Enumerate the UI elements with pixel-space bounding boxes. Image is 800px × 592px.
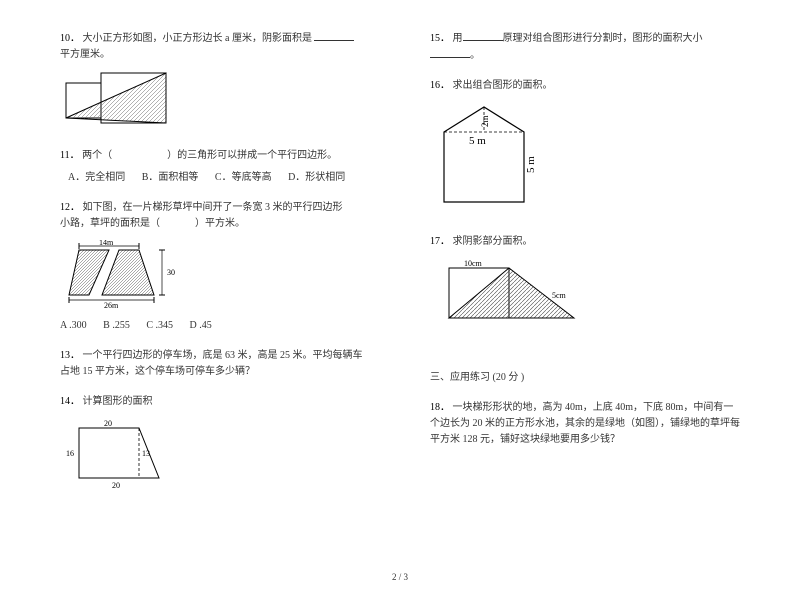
q14-label-right: 13: [142, 449, 150, 458]
q17-label-top: 10cm: [464, 259, 483, 268]
q16-label-right: 5 m: [525, 156, 537, 173]
q11-optB: B．面积相等: [142, 172, 199, 183]
q10-figure: [64, 71, 370, 126]
q12-text-d: ）平方米。: [195, 218, 245, 229]
q17-label-right: 5cm: [552, 291, 567, 300]
q17-num: 17．: [430, 236, 450, 247]
q11-text-a: 两个（: [82, 150, 112, 161]
question-10: 10． 大小正方形如图，小正方形边长 a 厘米，阴影面积是 平方厘米。: [60, 30, 370, 134]
q11-options: A．完全相同 B．面积相等 C．等底等高 D．形状相同: [68, 170, 370, 186]
q14-label-bottom: 20: [112, 481, 120, 490]
q12-label-top: 14m: [99, 240, 114, 247]
q10-blank: [314, 30, 354, 41]
q12-text-a: 如下图，在一片梯形草坪中间开了一条宽: [83, 202, 263, 213]
q13-num: 13．: [60, 350, 80, 361]
q10-num: 10．: [60, 33, 80, 44]
question-11: 11． 两个（ ）的三角形可以拼成一个平行四边形。 A．完全相同 B．面积相等 …: [60, 148, 370, 186]
q12-figure: 14m 26m 30: [64, 240, 370, 310]
q10-text-a: 大小正方形如图，小正方形边长: [83, 33, 223, 44]
q12-label-right: 30: [167, 268, 175, 277]
q14-svg: 20 16 13 20: [64, 418, 174, 493]
q18-num: 18．: [430, 402, 450, 413]
q14-label-left: 16: [66, 449, 74, 458]
section-3: 三、应用练习 (20 分 ): [430, 370, 740, 386]
q11-optC: C．等底等高: [215, 172, 272, 183]
q14-num: 14．: [60, 396, 80, 407]
q15-text-c: 。: [470, 50, 480, 61]
q10-text-c: 平方厘米。: [60, 49, 110, 60]
q12-optB: B .255: [103, 320, 130, 331]
q12-optC: C .345: [146, 320, 173, 331]
section-score: (20 分 ): [493, 372, 525, 383]
right-column: 15． 用 原理对组合图形进行分割时，图形的面积大小 。 16． 求出组合图形的面…: [430, 30, 740, 515]
question-15: 15． 用 原理对组合图形进行分割时，图形的面积大小 。: [430, 30, 740, 64]
q15-text-a: 用: [453, 33, 463, 44]
q12-text-c: 小路，草坪的面积是（: [60, 218, 160, 229]
q14-figure: 20 16 13 20: [64, 418, 370, 493]
page-container: 10． 大小正方形如图，小正方形边长 a 厘米，阴影面积是 平方厘米。: [0, 0, 800, 535]
q12-optD: D .45: [190, 320, 212, 331]
q16-label-top: 2m: [480, 115, 490, 127]
q12-optA: A .300: [60, 320, 87, 331]
q17-figure: 10cm 5cm: [434, 258, 740, 338]
question-13: 13． 一个平行四边形的停车场，底是 63 米，高是 25 米。平均每辆车占地 …: [60, 348, 370, 380]
q18-text: 一块梯形形状的地，高为 40m，上底 40m，下底 80m，中间有一个边长为 2…: [430, 402, 740, 445]
question-18: 18． 一块梯形形状的地，高为 40m，上底 40m，下底 80m，中间有一个边…: [430, 400, 740, 448]
q11-optA: A．完全相同: [68, 172, 125, 183]
q16-num: 16．: [430, 80, 450, 91]
q14-label-top: 20: [104, 419, 112, 428]
q16-text: 求出组合图形的面积。: [453, 80, 553, 91]
q16-svg: 2m 5 m 5 m: [434, 102, 544, 212]
q16-figure: 2m 5 m 5 m: [434, 102, 740, 212]
q15-blank1: [463, 30, 503, 41]
q15-text-b: 原理对组合图形进行分割时，图形的面积大小: [503, 33, 703, 44]
q10-svg: [64, 71, 174, 126]
section-title: 三、应用练习: [430, 372, 490, 383]
q12-label-bottom: 26m: [104, 301, 119, 310]
q11-optD: D．形状相同: [288, 172, 345, 183]
q12-num: 12．: [60, 202, 80, 213]
left-column: 10． 大小正方形如图，小正方形边长 a 厘米，阴影面积是 平方厘米。: [60, 30, 370, 515]
q12-text-b: 3 米的平行四边形: [265, 202, 343, 213]
question-16: 16． 求出组合图形的面积。 2m 5 m 5 m: [430, 78, 740, 220]
question-14: 14． 计算图形的面积 20 16 13 20: [60, 394, 370, 501]
q12-svg: 14m 26m 30: [64, 240, 184, 310]
q17-svg: 10cm 5cm: [434, 258, 584, 338]
q11-num: 11．: [60, 150, 80, 161]
q12-options: A .300 B .255 C .345 D .45: [60, 318, 370, 334]
q11-text-b: ）的三角形可以拼成一个平行四边形。: [167, 150, 337, 161]
q13-text: 一个平行四边形的停车场，底是 63 米，高是 25 米。平均每辆车占地 15 平…: [60, 350, 363, 377]
q17-text: 求阴影部分面积。: [453, 236, 533, 247]
q10-text-b: a 厘米，阴影面积是: [225, 33, 312, 44]
question-17: 17． 求阴影部分面积。 10cm 5cm: [430, 234, 740, 346]
q16-label-mid: 5 m: [469, 135, 486, 147]
q15-blank2: [430, 47, 470, 58]
page-footer: 2 / 3: [0, 572, 800, 582]
q14-text: 计算图形的面积: [83, 396, 153, 407]
question-12: 12． 如下图，在一片梯形草坪中间开了一条宽 3 米的平行四边形 小路，草坪的面…: [60, 200, 370, 334]
q15-num: 15．: [430, 33, 450, 44]
